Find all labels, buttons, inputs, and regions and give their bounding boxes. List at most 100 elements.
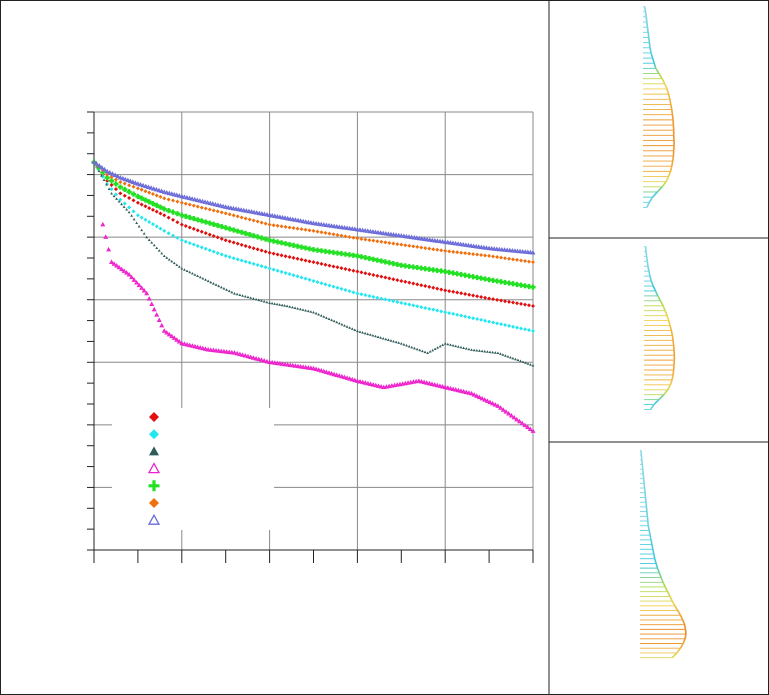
- data-point: [413, 378, 419, 384]
- data-point: [480, 349, 484, 353]
- data-point: [447, 385, 453, 391]
- profile-outline: [645, 251, 648, 257]
- data-point: [413, 346, 416, 350]
- data-point: [179, 238, 184, 243]
- data-point: [150, 192, 155, 197]
- data-point: [166, 190, 172, 196]
- legend-marker-5: [148, 480, 160, 492]
- data-point: [455, 387, 461, 393]
- data-point: [174, 211, 181, 217]
- profile-outline: [671, 155, 675, 162]
- data-point: [473, 243, 479, 249]
- data-point: [117, 199, 121, 203]
- data-point: [159, 322, 165, 328]
- data-point: [491, 320, 496, 325]
- data-point: [527, 426, 533, 431]
- data-point: [501, 353, 505, 356]
- data-point: [303, 276, 308, 281]
- data-point: [468, 243, 474, 248]
- data-point: [166, 231, 171, 236]
- data-point: [308, 220, 314, 225]
- data-point: [367, 238, 372, 243]
- data-point: [319, 230, 324, 235]
- data-point: [180, 267, 184, 270]
- data-point: [362, 228, 368, 233]
- data-point: [363, 237, 368, 242]
- data-point: [475, 348, 479, 352]
- data-point: [226, 349, 232, 355]
- data-point: [187, 202, 192, 207]
- data-point: [431, 247, 436, 252]
- data-point: [255, 263, 260, 268]
- data-point: [523, 259, 528, 264]
- data-point: [219, 252, 224, 257]
- data-point: [131, 198, 136, 203]
- data-point: [323, 282, 328, 287]
- data-point: [522, 249, 528, 254]
- data-point: [388, 231, 394, 237]
- data-point: [343, 266, 348, 271]
- data-point: [307, 277, 312, 282]
- data-point: [215, 202, 221, 208]
- data-point: [467, 347, 471, 351]
- profile-outline: [650, 539, 653, 545]
- data-point: [524, 361, 527, 364]
- profile-outline: [653, 62, 657, 69]
- data-point: [526, 362, 530, 365]
- data-point: [235, 214, 240, 219]
- data-point: [453, 387, 459, 392]
- data-point: [451, 249, 456, 254]
- data-point: [313, 221, 319, 226]
- data-point: [256, 356, 262, 362]
- data-point: [185, 269, 189, 273]
- data-point: [500, 407, 506, 412]
- data-point: [424, 380, 430, 385]
- data-point: [479, 253, 484, 258]
- data-point: [184, 194, 190, 200]
- data-point: [416, 378, 422, 383]
- data-point: [485, 350, 489, 353]
- data-point: [107, 169, 113, 175]
- data-point: [312, 310, 315, 314]
- data-point: [251, 261, 256, 266]
- data-point: [529, 363, 532, 366]
- data-point: [347, 225, 353, 231]
- data-point: [154, 209, 159, 214]
- data-point: [141, 288, 147, 293]
- data-point: [275, 223, 280, 228]
- data-point: [375, 383, 381, 388]
- data-point: [187, 342, 193, 348]
- data-point: [219, 285, 223, 289]
- data-point: [126, 271, 132, 277]
- data-point: [363, 293, 368, 298]
- data-point: [418, 348, 422, 352]
- data-point: [113, 187, 118, 192]
- data-point: [254, 297, 258, 301]
- data-point: [142, 197, 149, 203]
- data-point: [379, 296, 384, 301]
- profile-outline: [677, 610, 682, 616]
- data-point: [122, 181, 127, 186]
- data-point: [219, 236, 224, 241]
- data-point: [459, 313, 464, 318]
- profile-outline: [652, 191, 658, 198]
- data-point: [414, 235, 420, 240]
- data-point: [391, 241, 396, 246]
- profile-outline: [654, 290, 659, 297]
- data-point: [439, 309, 444, 314]
- data-point: [530, 250, 536, 255]
- data-point: [205, 347, 211, 352]
- data-point: [292, 363, 298, 368]
- data-point: [459, 250, 464, 255]
- data-point: [195, 344, 201, 350]
- data-point: [484, 245, 490, 250]
- data-point: [251, 297, 255, 300]
- data-point: [171, 335, 177, 340]
- data-point: [410, 379, 416, 384]
- data-point: [183, 239, 188, 244]
- data-point: [174, 192, 180, 197]
- data-point: [451, 311, 456, 316]
- profile-outline: [653, 399, 660, 406]
- data-point: [279, 224, 284, 229]
- legend-marker-4: [147, 462, 161, 474]
